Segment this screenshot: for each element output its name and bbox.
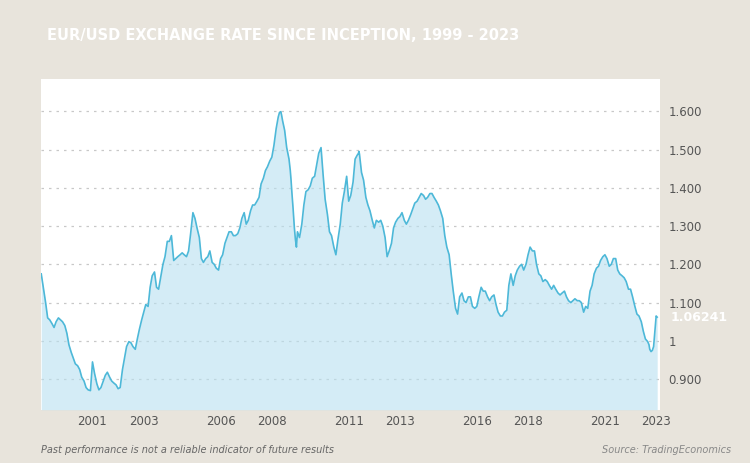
Text: Source: TradingEconomics: Source: TradingEconomics — [602, 444, 731, 455]
Text: EUR/USD EXCHANGE RATE SINCE INCEPTION, 1999 - 2023: EUR/USD EXCHANGE RATE SINCE INCEPTION, 1… — [47, 28, 520, 44]
Text: Past performance is not a reliable indicator of future results: Past performance is not a reliable indic… — [41, 444, 334, 455]
Text: 1.06241: 1.06241 — [670, 312, 728, 325]
